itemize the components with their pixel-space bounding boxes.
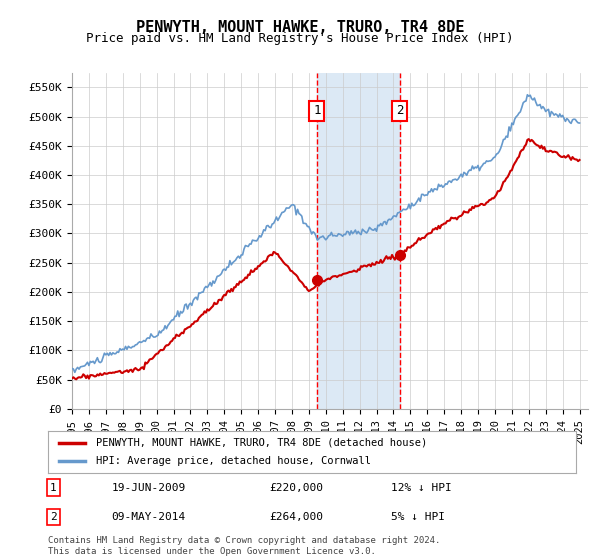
Text: 1: 1 <box>313 104 320 117</box>
Text: 09-MAY-2014: 09-MAY-2014 <box>112 512 185 522</box>
Text: 2: 2 <box>50 512 56 522</box>
Text: 5% ↓ HPI: 5% ↓ HPI <box>391 512 445 522</box>
Bar <box>317 73 400 409</box>
Text: 19-JUN-2009: 19-JUN-2009 <box>112 483 185 493</box>
Text: £264,000: £264,000 <box>270 512 324 522</box>
Text: 1: 1 <box>50 483 56 493</box>
Text: PENWYTH, MOUNT HAWKE, TRURO, TR4 8DE (detached house): PENWYTH, MOUNT HAWKE, TRURO, TR4 8DE (de… <box>95 438 427 448</box>
Text: HPI: Average price, detached house, Cornwall: HPI: Average price, detached house, Corn… <box>95 456 371 466</box>
Text: Price paid vs. HM Land Registry's House Price Index (HPI): Price paid vs. HM Land Registry's House … <box>86 32 514 45</box>
Text: £220,000: £220,000 <box>270 483 324 493</box>
Text: Contains HM Land Registry data © Crown copyright and database right 2024.
This d: Contains HM Land Registry data © Crown c… <box>48 536 440 556</box>
Text: 2: 2 <box>396 104 403 117</box>
Text: PENWYTH, MOUNT HAWKE, TRURO, TR4 8DE: PENWYTH, MOUNT HAWKE, TRURO, TR4 8DE <box>136 20 464 35</box>
Text: 12% ↓ HPI: 12% ↓ HPI <box>391 483 452 493</box>
